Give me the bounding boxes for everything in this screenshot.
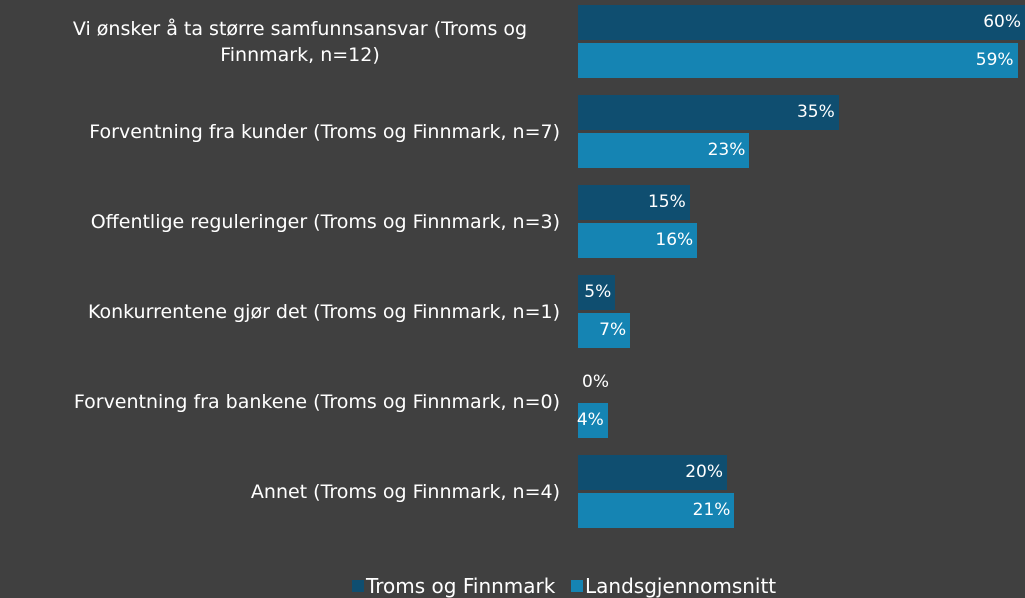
category-text: Annet (Troms og Finnmark, n=4) — [250, 480, 560, 503]
category-label: Forventning fra bankene (Troms og Finnma… — [10, 365, 560, 438]
category-text: Forventning fra bankene (Troms og Finnma… — [73, 390, 560, 413]
bar — [578, 313, 631, 348]
bar — [578, 275, 616, 310]
value-label: 21% — [692, 500, 731, 520]
value-label: 23% — [707, 140, 746, 160]
value-label: 16% — [655, 230, 694, 250]
value-label: 4% — [576, 410, 604, 430]
category-label: Forventning fra kunder (Troms og Finnmar… — [10, 95, 560, 168]
bar — [578, 5, 1025, 40]
bar — [578, 403, 608, 438]
value-label: 35% — [796, 102, 835, 122]
bar — [578, 223, 698, 258]
value-label: 5% — [584, 282, 612, 302]
bar — [578, 455, 727, 490]
bar — [578, 43, 1018, 78]
bar — [578, 185, 690, 220]
bar — [578, 133, 750, 168]
bar — [578, 95, 839, 130]
category-text: Forventning fra kunder (Troms og Finnmar… — [89, 120, 560, 143]
category-label: Vi ønsker å ta større samfunnsansvar (Tr… — [10, 5, 560, 78]
category-label: Konkurrentene gjør det (Troms og Finnmar… — [10, 275, 560, 348]
value-label: 20% — [685, 462, 723, 482]
value-label: 0% — [582, 372, 609, 392]
category-text: Konkurrentene gjør det (Troms og Finnmar… — [87, 300, 560, 323]
value-label: 60% — [983, 12, 1021, 32]
value-label: 15% — [647, 192, 686, 212]
legend-label: Landsgjennomsnitt — [585, 574, 777, 598]
bar — [578, 493, 735, 528]
category-text: Vi ønsker å ta større samfunnsansvar (Tr… — [72, 17, 528, 66]
category-text: Offentlige reguleringer (Troms og Finnma… — [90, 210, 560, 233]
legend-swatch — [571, 580, 583, 592]
category-label: Annet (Troms og Finnmark, n=4) — [10, 455, 560, 528]
value-label: 59% — [975, 50, 1014, 70]
legend-swatch — [352, 580, 364, 592]
legend-label: Troms og Finnmark — [366, 574, 556, 598]
value-label: 7% — [599, 320, 627, 340]
category-label: Offentlige reguleringer (Troms og Finnma… — [10, 185, 560, 258]
